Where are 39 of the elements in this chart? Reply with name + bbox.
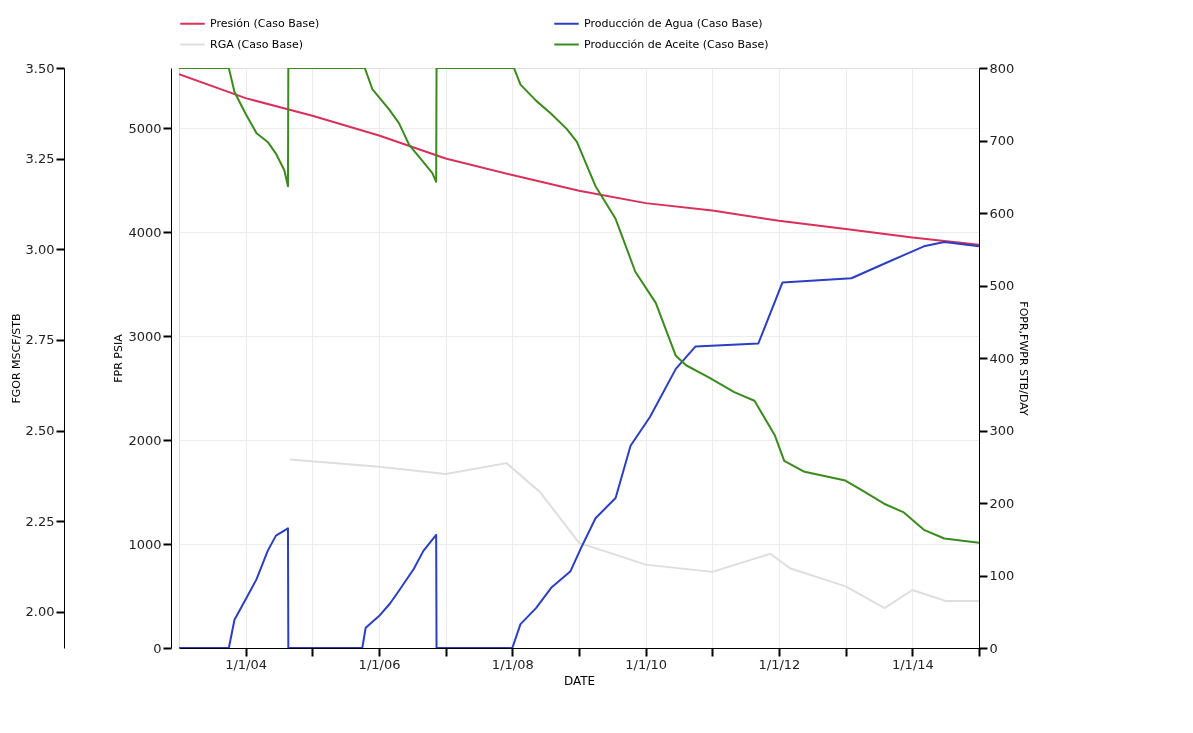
x-tick-label: 1/1/06	[358, 656, 401, 672]
x-tick-label: 1/1/04	[225, 656, 268, 672]
y2-tick-label: 0	[989, 640, 998, 656]
y2-tick-label: 300	[989, 423, 1015, 438]
line-series	[179, 68, 979, 544]
x-tick-label: 1/1/08	[491, 656, 534, 672]
y3-tick-label: 2000	[128, 432, 162, 448]
y-tick-label: 3.50	[25, 60, 55, 76]
y3-tick-label: 0	[153, 640, 162, 656]
x-axis-title: DATE	[563, 673, 596, 688]
y2-tick-label: 100	[989, 568, 1015, 583]
y-axis-title: FGOR MSCF/STB	[9, 313, 23, 404]
y2-tick-label: 500	[989, 278, 1015, 293]
y2-tick-label: 400	[989, 350, 1015, 366]
y2-tick-label: 800	[989, 60, 1015, 76]
x-tick-label: 1/1/14	[891, 656, 934, 672]
y-tick-label: 3.00	[25, 241, 55, 257]
y3-tick-label: 4000	[128, 224, 162, 240]
y-tick-label: 2.00	[25, 604, 55, 620]
legend-label: Producción de Aceite (Caso Base)	[584, 37, 769, 51]
y-tick-label: 2.75	[25, 332, 55, 348]
line-series	[179, 73, 979, 246]
y2-tick-label: 600	[989, 205, 1015, 221]
x-tick-label: 1/1/10	[625, 656, 668, 672]
x-tick-label: 1/1/12	[758, 656, 801, 672]
y3-axis-title: FPR PSIA	[112, 333, 126, 383]
y2-tick-label: 200	[989, 495, 1015, 511]
legend-label: Presión (Caso Base)	[210, 16, 320, 30]
y2-axis-title: FOPR,FWPR STB/DAY	[1017, 301, 1031, 416]
y-tick-label: 2.50	[25, 423, 55, 438]
legend-label: Producción de Agua (Caso Base)	[584, 16, 763, 30]
y3-tick-label: 5000	[128, 120, 162, 136]
y-tick-label: 3.25	[25, 151, 55, 167]
line-series	[289, 458, 979, 610]
y3-tick-label: 3000	[128, 328, 162, 344]
y-tick-label: 2.25	[25, 513, 55, 529]
legend-label: RGA (Caso Base)	[210, 37, 303, 51]
y2-tick-label: 700	[989, 133, 1015, 148]
y3-tick-label: 1000	[128, 536, 162, 552]
